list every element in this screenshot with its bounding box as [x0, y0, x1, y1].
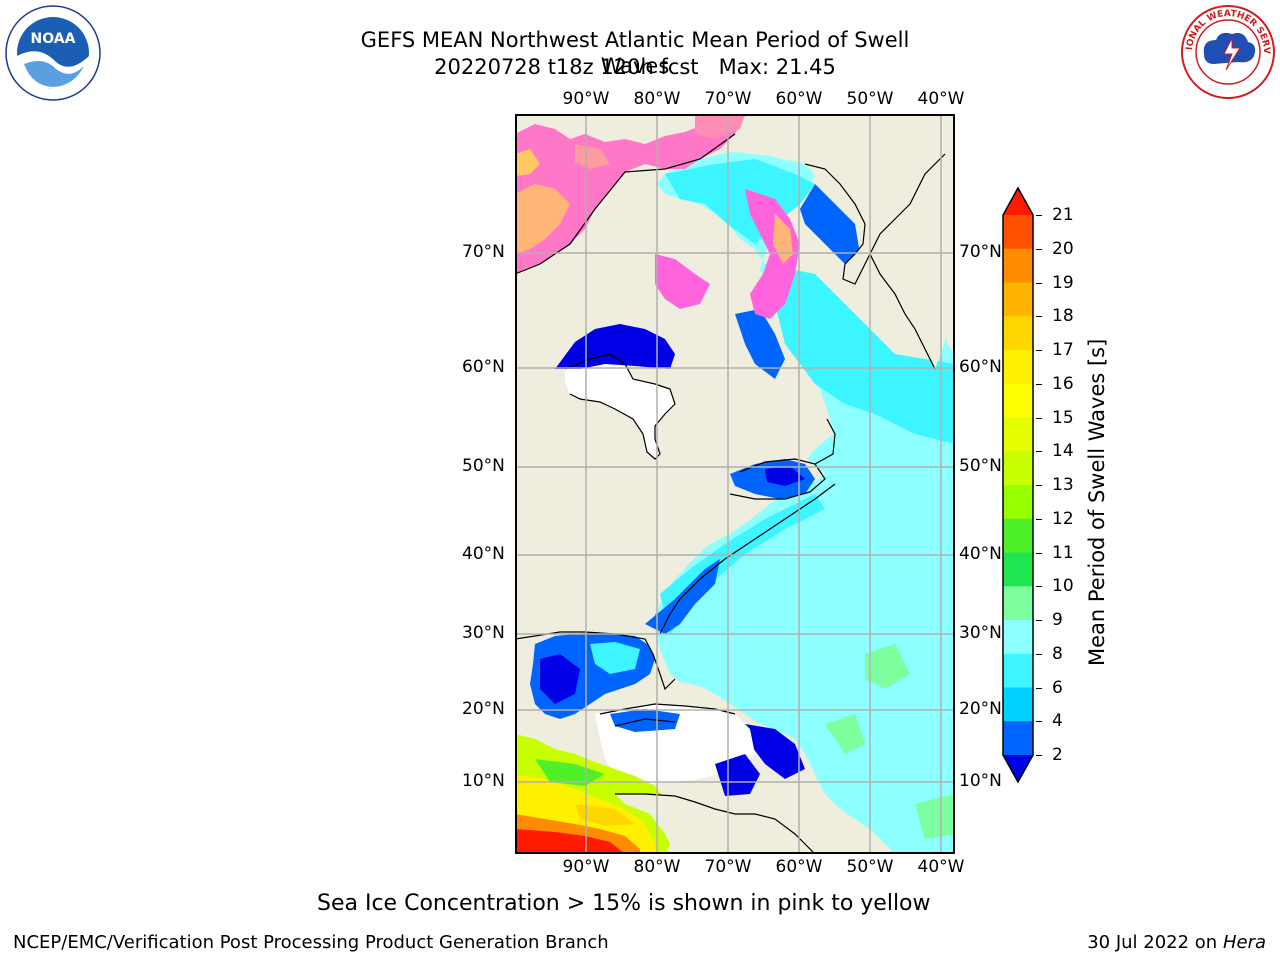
colorbar-bin — [1003, 518, 1033, 553]
lat-label-right-60n: 60°N — [959, 357, 1002, 377]
colorbar-tick-mark — [1036, 282, 1042, 284]
colorbar-tick-mark — [1036, 215, 1042, 216]
footer-date-text: 30 Jul 2022 on — [1087, 932, 1223, 953]
lat-label-left-50n: 50°N — [462, 456, 505, 476]
lat-label-right-50n: 50°N — [959, 456, 1002, 476]
colorbar-tick-label: 10 — [1052, 576, 1074, 597]
lon-label-bottom-50w: 50°W — [846, 857, 894, 877]
colorbar-tick-label: 12 — [1052, 508, 1074, 529]
lat-label-left-30n: 30°N — [462, 623, 505, 643]
colorbar-tick-label: 13 — [1052, 475, 1074, 495]
lat-label-right-30n: 30°N — [959, 623, 1002, 643]
colorbar-tick-label: 18 — [1052, 306, 1074, 327]
colorbar-bin — [1003, 350, 1033, 385]
colorbar-outline — [1002, 186, 1034, 784]
lon-label-top-80w: 80°W — [633, 89, 681, 109]
lat-label-right-10n: 10°N — [959, 771, 1002, 791]
lon-label-top-70w: 70°W — [704, 89, 752, 109]
lat-label-left-60n: 60°N — [462, 357, 505, 377]
lat-label-right-20n: 20°N — [959, 699, 1002, 719]
colorbar-svg — [1002, 186, 1034, 784]
colorbar-tick-mark — [1036, 755, 1042, 756]
colorbar-tick-label: 20 — [1052, 238, 1074, 259]
chart-title: GEFS MEAN Northwest Atlantic Mean Period… — [360, 28, 910, 78]
colorbar-title: Mean Period of Swell Waves [s] — [1085, 338, 1109, 666]
colorbar-bin — [1003, 417, 1033, 452]
colorbar-bin — [1003, 215, 1033, 250]
colorbar-bin — [1003, 282, 1033, 317]
noaa-logo-text: NOAA — [31, 31, 76, 47]
footer-credit: NCEP/EMC/Verification Post Processing Pr… — [13, 932, 609, 953]
colorbar-tick-label: 21 — [1052, 205, 1074, 225]
colorbar-tick-label: 11 — [1052, 542, 1074, 563]
nws-logo: NATIONAL WEATHER SERVICE — [1176, 0, 1276, 100]
colorbar-bin — [1003, 586, 1033, 621]
sea-ice-note: Sea Ice Concentration > 15% is shown in … — [317, 891, 931, 916]
lat-label-left-20n: 20°N — [462, 699, 505, 719]
noaa-logo: NOAA — [4, 4, 102, 102]
colorbar-tick-mark — [1036, 451, 1042, 453]
colorbar-tick-mark — [1036, 417, 1042, 419]
footer-date: 30 Jul 2022 on Hera — [1087, 932, 1266, 953]
lon-label-bottom-90w: 90°W — [562, 857, 610, 877]
colorbar-bin — [1003, 552, 1033, 587]
colorbar-tick-mark — [1036, 586, 1042, 588]
colorbar-bin — [1003, 721, 1033, 756]
colorbar-tick-mark — [1036, 620, 1042, 621]
greenland — [795, 114, 955, 284]
colorbar-tick-label: 8 — [1052, 643, 1063, 664]
colorbar-tick-mark — [1036, 485, 1042, 486]
lon-label-top-40w: 40°W — [917, 89, 965, 109]
colorbar-tick-label: 17 — [1052, 340, 1074, 360]
colorbar-arrow-top — [1003, 188, 1033, 215]
lat-label-left-40n: 40°N — [462, 544, 505, 564]
colorbar-tick-mark — [1036, 687, 1042, 689]
sea-ice-arctic — [515, 116, 745, 274]
colorbar-tick-mark — [1036, 721, 1042, 723]
lon-label-top-60w: 60°W — [775, 89, 823, 109]
lon-label-bottom-70w: 70°W — [704, 857, 752, 877]
colorbar-bin — [1003, 620, 1033, 655]
lon-label-bottom-40w: 40°W — [917, 857, 965, 877]
colorbar-tick-mark — [1036, 383, 1042, 385]
colorbar-tick-label: 15 — [1052, 407, 1074, 428]
colorbar-tick-mark — [1036, 653, 1042, 655]
footer-host: Hera — [1222, 932, 1266, 953]
colorbar-bin — [1003, 451, 1033, 486]
map-border — [515, 114, 955, 854]
colorbar-tick-mark — [1036, 518, 1042, 520]
colorbar-arrow-bottom — [1003, 755, 1033, 782]
colorbar-bin — [1003, 316, 1033, 351]
grid-lines — [515, 114, 955, 854]
colorbar-bin — [1003, 383, 1033, 418]
lat-label-right-70n: 70°N — [959, 242, 1002, 262]
colorbar-tick-mark — [1036, 350, 1042, 351]
lon-label-top-90w: 90°W — [562, 89, 610, 109]
colorbar-bin — [1003, 248, 1033, 283]
colorbar-tick-mark — [1036, 248, 1042, 250]
lat-label-left-10n: 10°N — [462, 771, 505, 791]
colorbar — [1000, 185, 1036, 785]
lon-label-bottom-60w: 60°W — [775, 857, 823, 877]
colorbar-bin — [1003, 687, 1033, 722]
colorbar-tick-label: 14 — [1052, 441, 1074, 462]
colorbar-tick-label: 4 — [1052, 711, 1063, 732]
lat-label-right-40n: 40°N — [959, 544, 1002, 564]
map-panel — [515, 114, 955, 854]
colorbar-tick-mark — [1036, 552, 1042, 554]
chart-subtitle: 20220728 t18z 120h fcst Max: 21.45 — [434, 55, 836, 79]
colorbar-tick-label: 9 — [1052, 610, 1063, 630]
colorbar-tick-label: 6 — [1052, 677, 1063, 698]
lon-label-top-50w: 50°W — [846, 89, 894, 109]
colorbar-tick-label: 19 — [1052, 272, 1074, 293]
lon-label-bottom-80w: 80°W — [633, 857, 681, 877]
colorbar-tick-label: 16 — [1052, 373, 1074, 394]
colorbar-bin — [1003, 485, 1033, 520]
lat-label-left-70n: 70°N — [462, 242, 505, 262]
colorbar-tick-mark — [1036, 316, 1042, 318]
hudson-bay — [565, 354, 675, 459]
map-svg — [515, 114, 955, 854]
colorbar-tick-label: 2 — [1052, 745, 1063, 765]
colorbar-bin — [1003, 653, 1033, 688]
